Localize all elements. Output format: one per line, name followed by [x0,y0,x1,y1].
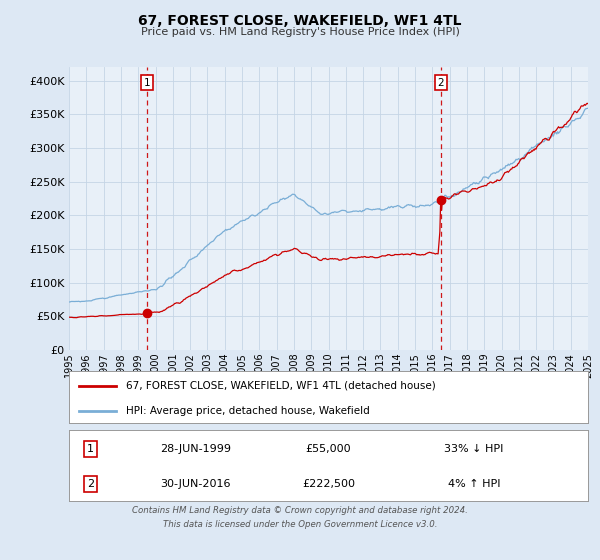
Text: Contains HM Land Registry data © Crown copyright and database right 2024.: Contains HM Land Registry data © Crown c… [132,506,468,515]
Text: 67, FOREST CLOSE, WAKEFIELD, WF1 4TL: 67, FOREST CLOSE, WAKEFIELD, WF1 4TL [138,14,462,28]
Text: 28-JUN-1999: 28-JUN-1999 [160,444,231,454]
Text: 2: 2 [87,479,94,489]
Text: £55,000: £55,000 [305,444,352,454]
Text: This data is licensed under the Open Government Licence v3.0.: This data is licensed under the Open Gov… [163,520,437,529]
Text: 33% ↓ HPI: 33% ↓ HPI [444,444,503,454]
Text: £222,500: £222,500 [302,479,355,489]
Text: 2: 2 [437,78,444,88]
Text: 4% ↑ HPI: 4% ↑ HPI [448,479,500,489]
Text: HPI: Average price, detached house, Wakefield: HPI: Average price, detached house, Wake… [126,407,370,417]
Text: 67, FOREST CLOSE, WAKEFIELD, WF1 4TL (detached house): 67, FOREST CLOSE, WAKEFIELD, WF1 4TL (de… [126,381,436,391]
Text: 1: 1 [143,78,150,88]
Text: Price paid vs. HM Land Registry's House Price Index (HPI): Price paid vs. HM Land Registry's House … [140,27,460,37]
Text: 1: 1 [87,444,94,454]
Text: 30-JUN-2016: 30-JUN-2016 [160,479,230,489]
